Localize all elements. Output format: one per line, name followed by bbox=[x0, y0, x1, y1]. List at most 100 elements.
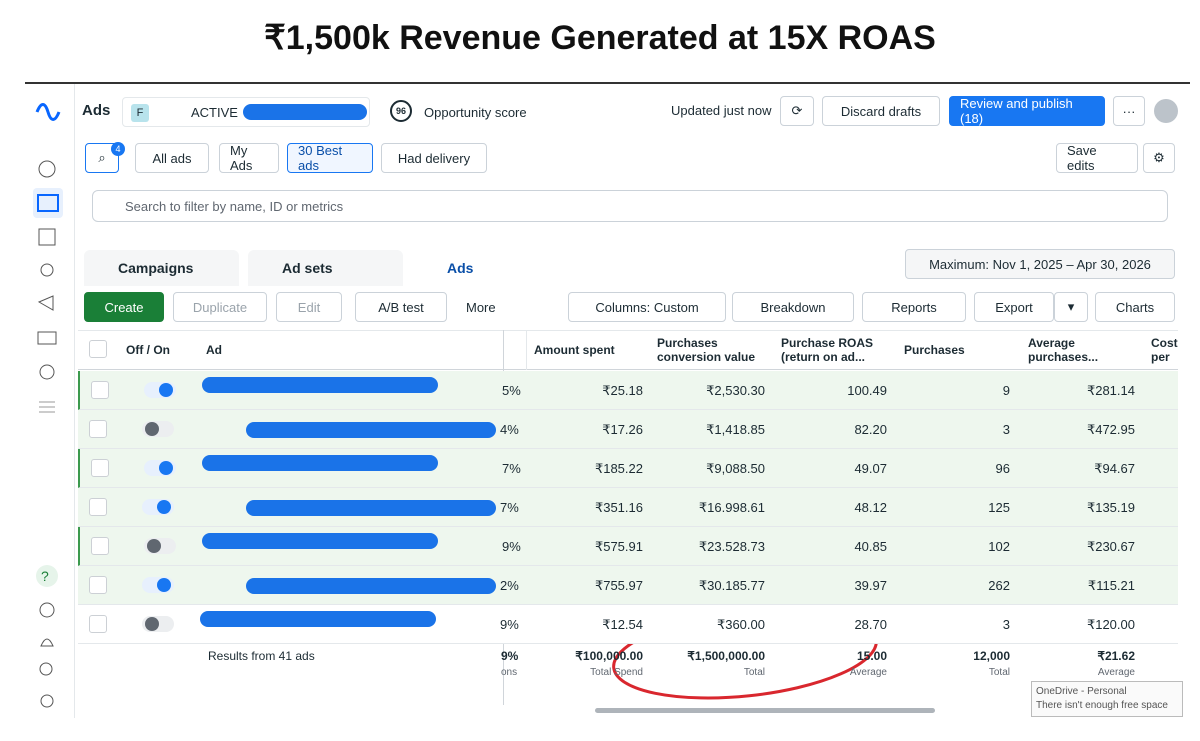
table-row[interactable]: 2% ₹755.97 ₹30.185.77 39.97 262 ₹115.21 bbox=[78, 566, 1178, 605]
notification-body: There isn't enough free space bbox=[1036, 700, 1168, 711]
row-checkbox[interactable] bbox=[91, 537, 109, 555]
more-button[interactable]: ··· bbox=[1113, 96, 1145, 126]
tab[interactable]: Ads bbox=[411, 250, 566, 286]
column-header[interactable]: Off / On bbox=[126, 343, 170, 357]
score-label[interactable]: Opportunity score bbox=[424, 105, 527, 120]
account-initial: F bbox=[131, 104, 149, 122]
column-header[interactable]: Purchase ROAS (return on ad... bbox=[781, 336, 874, 364]
redaction bbox=[246, 578, 496, 594]
score-badge: 96 bbox=[390, 100, 412, 122]
table-cell: ₹360.00 bbox=[716, 617, 765, 632]
toggle[interactable] bbox=[142, 577, 174, 593]
save-edits-button[interactable]: Save edits bbox=[1056, 143, 1138, 173]
filter-chip[interactable]: My Ads bbox=[219, 143, 279, 173]
settings-button[interactable]: ⚙ bbox=[1143, 143, 1175, 173]
account-selector[interactable]: F ACTIVE bbox=[122, 97, 370, 127]
table-row[interactable]: 7% ₹185.22 ₹9,088.50 49.07 96 ₹94.67 bbox=[78, 449, 1178, 488]
totals-row: Results from 41 ads 9% ons ₹100,000.00 Total… bbox=[78, 644, 1178, 704]
help-icon[interactable]: ? bbox=[41, 568, 49, 584]
export-menu[interactable]: ▾ bbox=[1054, 292, 1088, 322]
updated-status: Updated just now bbox=[671, 103, 772, 118]
avatar[interactable] bbox=[1154, 99, 1178, 123]
redaction bbox=[243, 104, 367, 120]
partial-cell: 4% bbox=[500, 422, 519, 437]
publish-button[interactable]: Review and publish (18) bbox=[949, 96, 1105, 126]
table-cell: ₹185.22 bbox=[594, 461, 643, 476]
date-picker[interactable]: Maximum: Nov 1, 2025 – Apr 30, 2026 bbox=[905, 249, 1175, 279]
tab[interactable]: Campaigns bbox=[84, 250, 239, 286]
filter-badge: 4 bbox=[111, 142, 125, 156]
redaction bbox=[202, 377, 438, 393]
toggle[interactable] bbox=[144, 538, 176, 554]
charts-button[interactable]: Charts bbox=[1095, 292, 1175, 322]
filter-chip[interactable]: Had delivery bbox=[381, 143, 487, 173]
totals-value: ₹100,000.00 bbox=[575, 649, 643, 663]
scrollbar[interactable] bbox=[595, 708, 935, 713]
sidebar: ? bbox=[25, 84, 75, 718]
table-cell: 102 bbox=[988, 539, 1010, 554]
more-menu[interactable]: More bbox=[466, 300, 496, 315]
search-input[interactable]: Search to filter by name, ID or metrics bbox=[92, 190, 1168, 222]
table-cell: ₹120.00 bbox=[1086, 617, 1135, 632]
table-cell: ₹30.185.77 bbox=[698, 578, 765, 593]
column-header[interactable]: Average purchases... bbox=[1028, 336, 1099, 364]
table-row[interactable]: 4% ₹17.26 ₹1,418.85 82.20 3 ₹472.95 bbox=[78, 410, 1178, 449]
table-cell: ₹135.19 bbox=[1086, 500, 1135, 515]
totals-sub: Total Spend bbox=[590, 667, 643, 678]
table-cell: 28.70 bbox=[854, 617, 887, 632]
totals-sub: Average bbox=[849, 667, 887, 678]
row-checkbox[interactable] bbox=[91, 381, 109, 399]
discard-button[interactable]: Discard drafts bbox=[822, 96, 940, 126]
reports-button[interactable]: Reports bbox=[862, 292, 966, 322]
duplicate-button[interactable]: Duplicate bbox=[173, 292, 267, 322]
table-cell: 96 bbox=[995, 461, 1010, 476]
toggle[interactable] bbox=[142, 499, 174, 515]
redaction bbox=[202, 533, 438, 549]
column-divider bbox=[526, 330, 527, 370]
notification[interactable]: OneDrive - Personal There isn't enough f… bbox=[1031, 681, 1183, 717]
row-checkbox[interactable] bbox=[89, 615, 107, 633]
filter-chip[interactable]: 30 Best ads bbox=[287, 143, 373, 173]
column-header[interactable]: Purchases bbox=[904, 343, 965, 357]
partial-cell: 2% bbox=[500, 578, 519, 593]
table-row[interactable]: 7% ₹351.16 ₹16.998.61 48.12 125 ₹135.19 bbox=[78, 488, 1178, 527]
column-header[interactable]: Ad bbox=[206, 343, 222, 357]
partial-cell: 7% bbox=[500, 500, 519, 515]
toggle[interactable] bbox=[142, 421, 174, 437]
table-row[interactable]: 9% ₹12.54 ₹360.00 28.70 3 ₹120.00 bbox=[78, 605, 1178, 644]
toggle[interactable] bbox=[144, 460, 176, 476]
redaction bbox=[246, 500, 496, 516]
tab[interactable]: Ad sets bbox=[248, 250, 403, 286]
table-cell: 3 bbox=[1002, 617, 1010, 632]
table-cell: ₹12.54 bbox=[602, 617, 643, 632]
filter-chip[interactable]: All ads bbox=[135, 143, 209, 173]
row-checkbox[interactable] bbox=[89, 576, 107, 594]
table-cell: ₹23.528.73 bbox=[698, 539, 765, 554]
table-row[interactable]: 5% ₹25.18 ₹2,530.30 100.49 9 ₹281.14 bbox=[78, 371, 1178, 410]
column-header[interactable]: Cost per purch bbox=[1151, 336, 1181, 366]
refresh-button[interactable]: ⟳ bbox=[780, 96, 814, 126]
column-header[interactable]: Amount spent bbox=[534, 343, 615, 357]
ab-test-button[interactable]: A/B test bbox=[355, 292, 447, 322]
create-button[interactable]: Create bbox=[84, 292, 164, 322]
row-checkbox[interactable] bbox=[91, 459, 109, 477]
totals-label: Results from 41 ads bbox=[208, 649, 315, 663]
table-row[interactable]: 9% ₹575.91 ₹23.528.73 40.85 102 ₹230.67 bbox=[78, 527, 1178, 566]
export-button[interactable]: Export bbox=[974, 292, 1054, 322]
toggle-knob bbox=[157, 578, 171, 592]
columns-button[interactable]: Columns: Custom bbox=[568, 292, 726, 322]
totals-value: 12,000 bbox=[973, 649, 1010, 663]
edit-button[interactable]: Edit bbox=[276, 292, 342, 322]
totals-sub: Average bbox=[1097, 667, 1135, 678]
toggle[interactable] bbox=[144, 382, 176, 398]
row-checkbox[interactable] bbox=[89, 420, 107, 438]
partial-cell: 5% bbox=[502, 383, 521, 398]
breakdown-button[interactable]: Breakdown bbox=[732, 292, 854, 322]
toggle[interactable] bbox=[142, 616, 174, 632]
section-title: Ads bbox=[82, 102, 111, 119]
toggle-knob bbox=[159, 383, 173, 397]
row-checkbox[interactable] bbox=[89, 498, 107, 516]
account-status: ACTIVE bbox=[191, 105, 238, 120]
select-all[interactable] bbox=[89, 340, 107, 358]
column-header[interactable]: Purchases conversion value bbox=[657, 336, 756, 364]
